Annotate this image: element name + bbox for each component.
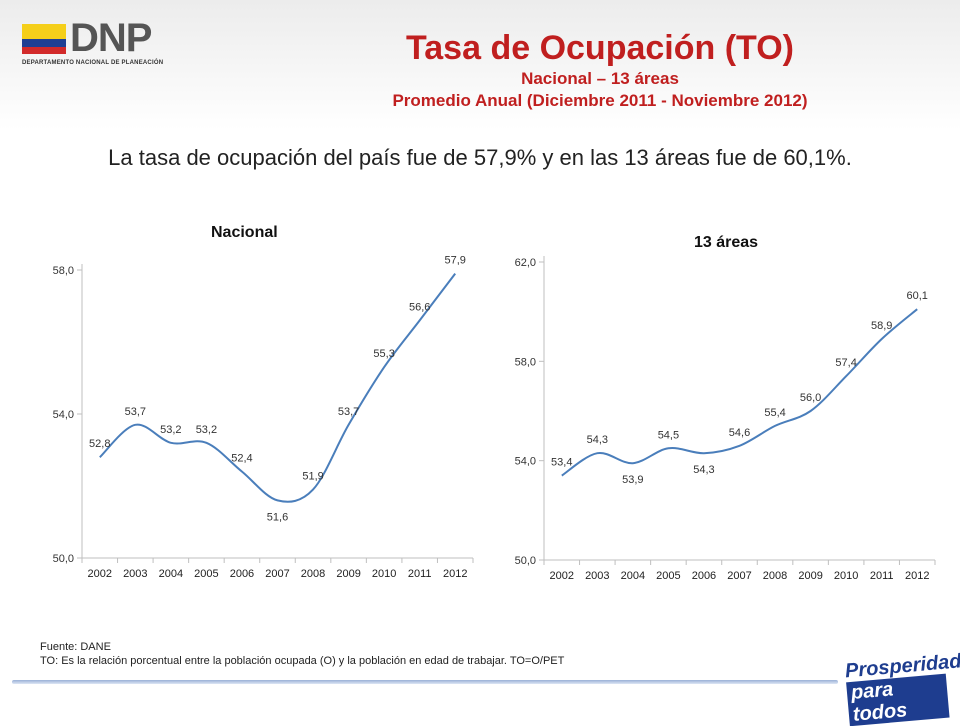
x-tick-label: 2002	[550, 570, 574, 582]
data-label: 54,3	[693, 464, 714, 476]
data-label: 56,0	[800, 392, 821, 404]
x-tick-label: 2006	[692, 570, 716, 582]
source-notes: Fuente: DANE TO: Es la relación porcentu…	[40, 640, 564, 668]
x-tick-label: 2006	[230, 568, 254, 580]
data-label: 53,4	[551, 457, 572, 469]
source-line: Fuente: DANE	[40, 641, 111, 653]
x-tick-label: 2008	[763, 570, 787, 582]
x-tick-label: 2004	[159, 568, 183, 580]
chart-title-13-areas: 13 áreas	[694, 234, 759, 251]
definition-note: TO: Es la relación porcentual entre la p…	[40, 655, 565, 667]
data-label: 57,9	[445, 255, 466, 267]
x-tick-label: 2012	[905, 570, 929, 582]
page-subtitle-1: Nacional – 13 áreas	[521, 69, 679, 88]
data-label: 58,9	[871, 320, 892, 332]
x-tick-label: 2009	[336, 568, 360, 580]
data-label: 54,5	[658, 429, 679, 441]
data-label: 52,4	[231, 453, 252, 465]
x-tick-label: 2012	[443, 568, 467, 580]
x-tick-label: 2007	[265, 568, 289, 580]
data-label: 54,3	[587, 434, 608, 446]
dnp-logo: DNP DEPARTAMENTO NACIONAL DE PLANEACIÓN	[22, 18, 182, 70]
y-tick-label: 58,0	[53, 265, 74, 277]
chart-title-nacional: Nacional	[211, 224, 278, 241]
x-tick-label: 2007	[727, 570, 751, 582]
data-label: 55,4	[764, 407, 785, 419]
data-label: 54,6	[729, 427, 750, 439]
logo-subtitle: DEPARTAMENTO NACIONAL DE PLANEACIÓN	[22, 60, 164, 66]
y-tick-label: 58,0	[515, 356, 536, 368]
title-block: Tasa de Ocupación (TO) Nacional – 13 áre…	[260, 28, 940, 112]
header-band	[0, 0, 960, 130]
x-tick-label: 2010	[372, 568, 396, 580]
series-line	[561, 308, 918, 477]
x-tick-label: 2005	[194, 568, 218, 580]
data-label: 52,8	[89, 438, 110, 450]
prosperidad-para-todos-logo: Prosperidad para todos	[844, 650, 960, 726]
y-tick-label: 62,0	[515, 257, 536, 269]
bottom-divider	[12, 680, 838, 684]
chart-13-areas: 50,0 54,0 58,0 62,0 2002 2003 2004 2005 2006 2007…	[515, 256, 936, 582]
x-tick-label: 2009	[798, 570, 822, 582]
data-label: 53,2	[160, 424, 181, 436]
page-title: Tasa de Ocupación (TO)	[406, 29, 794, 67]
logo-text: DNP	[70, 16, 152, 60]
data-label: 60,1	[907, 290, 928, 302]
x-tick-label: 2004	[621, 570, 645, 582]
y-tick-label: 54,0	[515, 456, 536, 468]
series-line	[99, 272, 456, 503]
data-label: 55,3	[373, 348, 394, 360]
summary-text: La tasa de ocupación del país fue de 57,…	[108, 145, 852, 170]
data-label: 51,9	[302, 471, 323, 483]
x-tick-label: 2003	[123, 568, 147, 580]
x-tick-label: 2002	[88, 568, 112, 580]
y-tick-label: 50,0	[53, 553, 74, 565]
data-label: 51,6	[267, 511, 288, 523]
x-tick-label: 2011	[870, 570, 894, 582]
y-tick-label: 50,0	[515, 555, 536, 567]
data-label: 53,7	[338, 406, 359, 418]
x-tick-label: 2003	[585, 570, 609, 582]
x-tick-label: 2005	[656, 570, 680, 582]
x-tick-label: 2010	[834, 570, 858, 582]
data-label: 56,6	[409, 301, 430, 313]
data-label: 57,4	[835, 357, 856, 369]
data-label: 53,2	[196, 424, 217, 436]
x-tick-label: 2011	[408, 568, 432, 580]
page-subtitle-2: Promedio Anual (Diciembre 2011 - Noviemb…	[392, 91, 808, 110]
chart-nacional: 50,0 54,0 58,0 2002 2003 2004 2005 2006 2007 2008…	[53, 255, 474, 580]
data-label: 53,9	[622, 474, 643, 486]
colombia-flag-icon	[22, 24, 66, 54]
brand-line-2: para todos	[846, 673, 950, 726]
x-tick-label: 2008	[301, 568, 325, 580]
data-label: 53,7	[125, 406, 146, 418]
y-tick-label: 54,0	[53, 409, 74, 421]
